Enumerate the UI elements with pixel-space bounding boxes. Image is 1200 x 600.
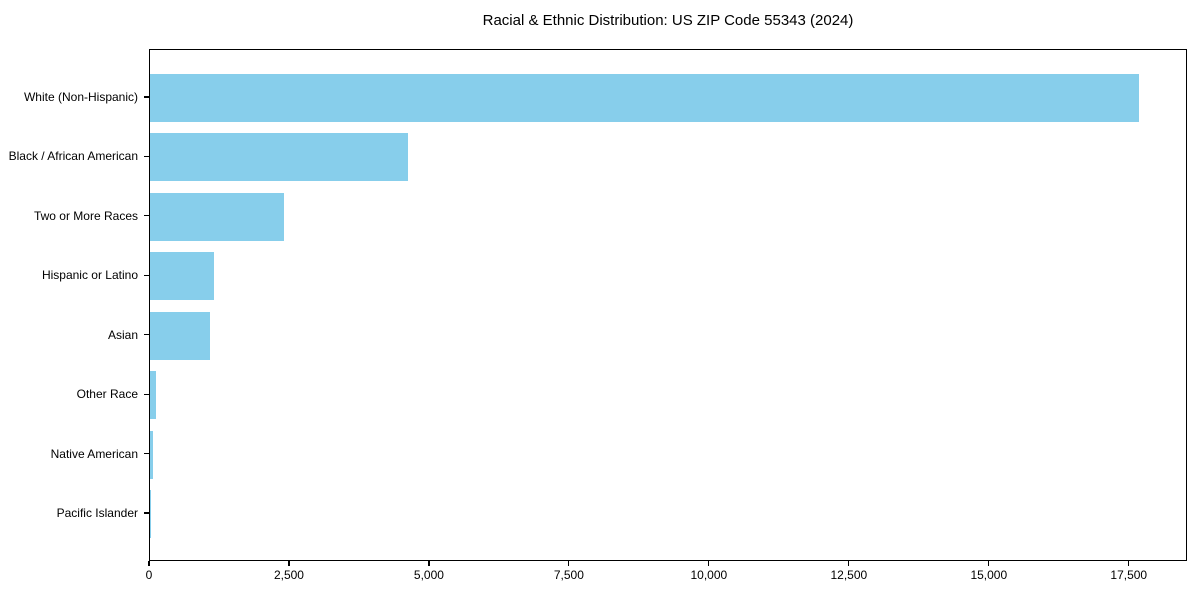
x-tick-label: 5,000 <box>413 568 444 582</box>
x-tick <box>848 561 850 566</box>
bar <box>150 371 157 420</box>
y-axis-label: Two or More Races <box>33 208 138 223</box>
bar <box>150 133 409 182</box>
x-tick-label: 17,500 <box>1110 568 1148 582</box>
y-axis-label: Native American <box>50 446 138 461</box>
x-tick-label: 2,500 <box>273 568 304 582</box>
plot-area <box>149 49 1187 561</box>
chart-title: Racial & Ethnic Distribution: US ZIP Cod… <box>482 12 854 29</box>
y-axis-label: Black / African American <box>8 149 138 164</box>
x-tick-label: 12,500 <box>830 568 868 582</box>
y-tick <box>144 334 149 336</box>
y-tick <box>144 393 149 395</box>
y-tick <box>144 155 149 158</box>
bar <box>150 252 215 301</box>
bar <box>150 192 285 241</box>
x-tick-label: 7,500 <box>553 568 584 582</box>
x-tick-label: 15,000 <box>970 568 1008 582</box>
x-tick <box>428 561 430 566</box>
y-axis-label: White (Non-Hispanic) <box>23 90 138 104</box>
x-tick-label: 0 <box>145 568 153 582</box>
bar <box>150 311 210 360</box>
y-tick <box>144 215 149 217</box>
bar <box>150 430 153 479</box>
y-axis-label: Other Race <box>76 387 138 402</box>
x-tick <box>988 561 990 566</box>
x-tick-label: 10,000 <box>690 568 728 582</box>
x-tick <box>288 561 290 566</box>
y-axis-label: Pacific Islander <box>56 506 138 520</box>
y-tick <box>144 96 149 98</box>
y-axis-label: Asian <box>107 327 138 342</box>
y-tick <box>144 512 149 514</box>
y-tick <box>144 452 149 455</box>
bar <box>150 74 1139 122</box>
x-tick <box>708 561 710 566</box>
y-tick <box>144 274 149 276</box>
x-tick <box>148 561 150 566</box>
x-tick <box>1128 561 1130 566</box>
x-tick <box>568 561 570 566</box>
y-axis-label: Hispanic or Latino <box>41 268 138 283</box>
bar <box>150 490 151 538</box>
